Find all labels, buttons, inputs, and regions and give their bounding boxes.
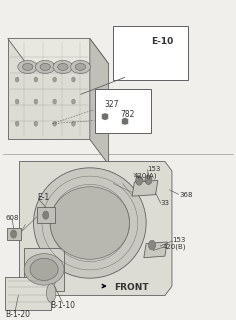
Circle shape <box>34 77 38 82</box>
Circle shape <box>136 176 143 185</box>
Circle shape <box>15 121 19 126</box>
Polygon shape <box>8 38 90 140</box>
Text: 782: 782 <box>120 110 135 119</box>
Circle shape <box>53 121 57 126</box>
Text: 420(B): 420(B) <box>163 244 186 250</box>
Polygon shape <box>24 248 64 291</box>
Text: B-1-20: B-1-20 <box>5 310 30 319</box>
Circle shape <box>148 240 156 250</box>
Polygon shape <box>8 38 109 64</box>
Text: 368: 368 <box>179 192 193 198</box>
Polygon shape <box>95 89 151 133</box>
Text: 153: 153 <box>172 237 185 243</box>
Ellipse shape <box>30 258 58 280</box>
Circle shape <box>15 77 19 82</box>
Circle shape <box>72 77 75 82</box>
Text: FRONT: FRONT <box>114 283 149 292</box>
Ellipse shape <box>53 60 73 74</box>
Ellipse shape <box>22 63 33 70</box>
Circle shape <box>53 77 57 82</box>
Polygon shape <box>37 207 55 223</box>
Circle shape <box>43 211 49 219</box>
Circle shape <box>72 121 75 126</box>
Text: 420(A): 420(A) <box>133 172 157 179</box>
Polygon shape <box>7 228 21 240</box>
Ellipse shape <box>34 168 146 278</box>
Bar <box>102 114 108 119</box>
Circle shape <box>123 118 127 124</box>
Ellipse shape <box>58 63 68 70</box>
Text: 33: 33 <box>160 199 169 205</box>
Text: E-1: E-1 <box>37 193 49 202</box>
Circle shape <box>145 175 152 185</box>
Text: E-10: E-10 <box>152 37 174 46</box>
Text: 608: 608 <box>5 215 19 221</box>
Ellipse shape <box>24 253 64 285</box>
Circle shape <box>34 121 38 126</box>
Ellipse shape <box>35 60 55 74</box>
Circle shape <box>53 99 57 104</box>
Ellipse shape <box>50 187 130 259</box>
Bar <box>122 119 128 124</box>
Circle shape <box>15 99 19 104</box>
Ellipse shape <box>71 60 90 74</box>
Circle shape <box>34 99 38 104</box>
Polygon shape <box>132 180 158 196</box>
Text: B-1-10: B-1-10 <box>50 300 75 309</box>
Circle shape <box>103 114 107 120</box>
Polygon shape <box>5 276 51 310</box>
Ellipse shape <box>75 63 86 70</box>
Circle shape <box>72 99 75 104</box>
Ellipse shape <box>40 63 51 70</box>
Circle shape <box>11 230 17 238</box>
Ellipse shape <box>18 60 38 74</box>
Polygon shape <box>19 162 172 296</box>
Text: 327: 327 <box>104 100 118 109</box>
Polygon shape <box>90 38 109 165</box>
Polygon shape <box>144 242 167 258</box>
Text: 153: 153 <box>147 166 161 172</box>
Ellipse shape <box>46 284 56 302</box>
Polygon shape <box>113 26 188 80</box>
